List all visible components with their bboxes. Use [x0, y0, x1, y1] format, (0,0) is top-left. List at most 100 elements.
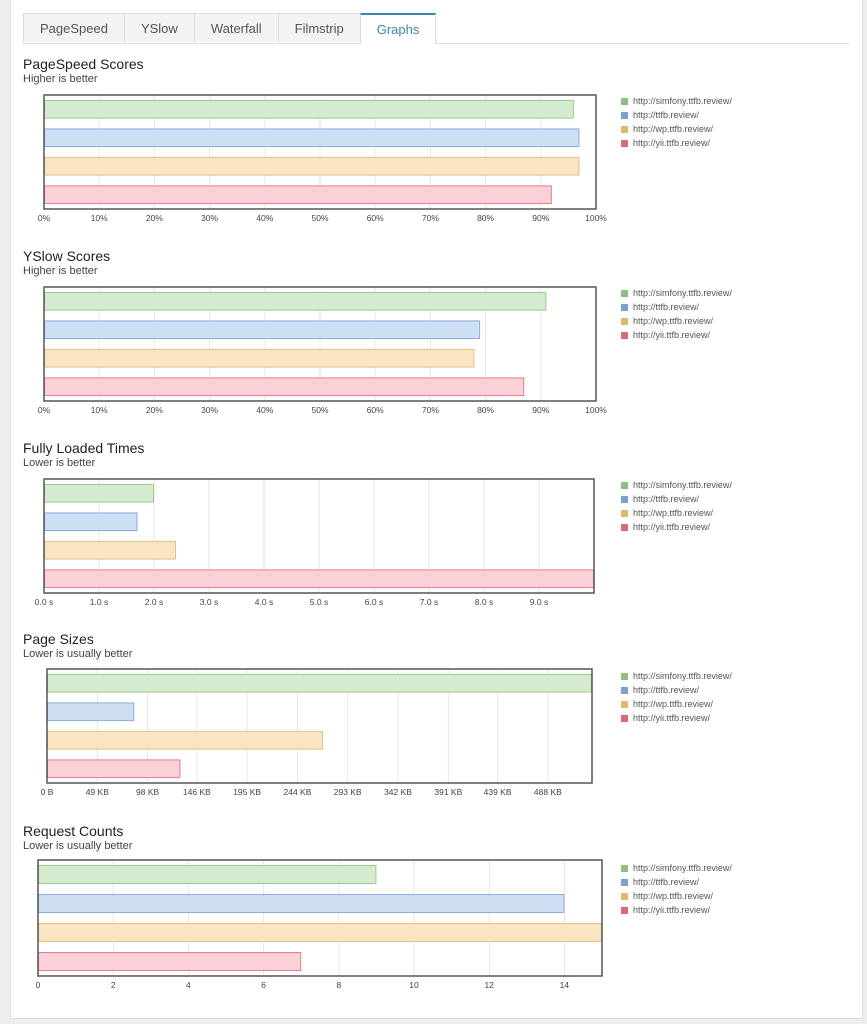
tick-label: 5.0 s — [310, 597, 328, 607]
legend-label: http://simfony.ttfb.review/ — [633, 480, 732, 490]
chart-title: PageSpeed Scores — [23, 56, 144, 72]
tick-label: 3.0 s — [200, 597, 218, 607]
tick-label: 50% — [311, 213, 328, 223]
tick-label: 98 KB — [136, 787, 159, 797]
chart-subtitle: Higher is better — [23, 265, 98, 277]
plot-frame — [43, 94, 597, 210]
chart-legend: http://simfony.ttfb.review/ http://ttfb.… — [621, 286, 732, 342]
legend-label: http://ttfb.review/ — [633, 685, 700, 695]
graphs-panel: PageSpeed YSlow Waterfall Filmstrip Grap… — [10, 0, 863, 1019]
legend-label: http://ttfb.review/ — [633, 110, 700, 120]
tab-bar: PageSpeed YSlow Waterfall Filmstrip Grap… — [23, 13, 849, 44]
tick-label: 20% — [146, 213, 163, 223]
bar-4 — [47, 759, 181, 779]
legend-swatch — [621, 111, 628, 119]
tick-label: 195 KB — [233, 787, 261, 797]
fully-loaded-chart: 0.0 s 1.0 s 2.0 s 3.0 s 4.0 s 5.0 s 6.0 s 7.0 s… — [35, 478, 595, 607]
tick-label: 14 — [560, 980, 570, 990]
tick-label: 10 — [409, 980, 419, 990]
legend-swatch — [621, 303, 628, 311]
tick-label: 8.0 s — [475, 597, 493, 607]
legend-swatch — [621, 878, 628, 886]
tick-label: 2 — [111, 980, 116, 990]
bar-1 — [44, 483, 154, 503]
chart-legend: http://simfony.ttfb.review/ http://ttfb.… — [621, 94, 732, 150]
legend-item: http://simfony.ttfb.review/ — [621, 669, 732, 683]
tick-label: 49 KB — [86, 787, 109, 797]
tick-label: 90% — [532, 213, 549, 223]
tab-waterfall[interactable]: Waterfall — [193, 13, 279, 42]
tick-label: 488 KB — [534, 787, 562, 797]
legend-label: http://wp.ttfb.review/ — [633, 316, 714, 326]
bar-4 — [44, 185, 552, 205]
legend-swatch — [621, 139, 628, 147]
tick-label: 12 — [484, 980, 494, 990]
legend-swatch — [621, 892, 628, 900]
yslow-scores-section: YSlow Scores Higher is better 0% 10% 20% 30… — [23, 248, 853, 423]
tick-label: 0% — [38, 213, 51, 223]
tick-label: 244 KB — [283, 787, 311, 797]
legend-label: http://ttfb.review/ — [633, 877, 700, 887]
legend-item: http://yii.ttfb.review/ — [621, 136, 732, 150]
plot-frame — [43, 286, 597, 402]
legend-label: http://yii.ttfb.review/ — [633, 905, 711, 915]
legend-item: http://yii.ttfb.review/ — [621, 903, 732, 917]
legend-label: http://simfony.ttfb.review/ — [633, 288, 732, 298]
tick-label: 7.0 s — [420, 597, 438, 607]
bar-4 — [44, 377, 525, 397]
tab-graphs[interactable]: Graphs — [359, 13, 437, 44]
bar-1 — [38, 865, 377, 884]
tab-pagespeed[interactable]: PageSpeed — [23, 13, 125, 42]
fully-loaded-times-section: Fully Loaded Times Lower is better 0.0 s… — [23, 440, 853, 615]
legend-label: http://wp.ttfb.review/ — [633, 508, 714, 518]
request-counts-section: Request Counts Lower is usually better 0… — [23, 823, 853, 998]
legend-item: http://ttfb.review/ — [621, 108, 732, 122]
tick-label: 9.0 s — [530, 597, 548, 607]
tick-label: 40% — [256, 213, 273, 223]
tick-label: 6 — [261, 980, 266, 990]
legend-item: http://yii.ttfb.review/ — [621, 520, 732, 534]
legend-item: http://wp.ttfb.review/ — [621, 314, 732, 328]
legend-swatch — [621, 523, 628, 531]
tick-label: 439 KB — [484, 787, 512, 797]
tab-yslow[interactable]: YSlow — [123, 13, 195, 42]
plot-frame — [43, 478, 595, 594]
tick-label: 30% — [201, 405, 218, 415]
tab-filmstrip[interactable]: Filmstrip — [277, 13, 361, 42]
tick-label: 6.0 s — [365, 597, 383, 607]
pagespeed-chart: 0% 10% 20% 30% 40% 50% 60% 70% 80% 90% 100% — [38, 94, 607, 223]
tick-label: 0.0 s — [35, 597, 53, 607]
legend-label: http://simfony.ttfb.review/ — [633, 863, 732, 873]
bar-4 — [38, 952, 302, 971]
bar-2 — [47, 702, 135, 722]
yslow-chart: 0% 10% 20% 30% 40% 50% 60% 70% 80% 90% 100% — [38, 286, 607, 415]
tick-label: 342 KB — [384, 787, 412, 797]
tick-label: 4 — [186, 980, 191, 990]
legend-label: http://ttfb.review/ — [633, 302, 700, 312]
legend-swatch — [621, 481, 628, 489]
legend-swatch — [621, 672, 628, 680]
legend-swatch — [621, 686, 628, 694]
tick-label: 10% — [91, 405, 108, 415]
legend-swatch — [621, 289, 628, 297]
tick-label: 70% — [422, 213, 439, 223]
legend-item: http://simfony.ttfb.review/ — [621, 478, 732, 492]
legend-swatch — [621, 97, 628, 105]
chart-subtitle: Lower is usually better — [23, 648, 133, 660]
tick-label: 0 B — [41, 787, 54, 797]
tick-label: 30% — [201, 213, 218, 223]
tick-label: 80% — [477, 213, 494, 223]
legend-swatch — [621, 700, 628, 708]
legend-label: http://yii.ttfb.review/ — [633, 713, 711, 723]
legend-item: http://ttfb.review/ — [621, 875, 732, 889]
legend-label: http://wp.ttfb.review/ — [633, 699, 714, 709]
chart-title: Fully Loaded Times — [23, 440, 145, 456]
legend-label: http://wp.ttfb.review/ — [633, 891, 714, 901]
legend-swatch — [621, 864, 628, 872]
tick-label: 1.0 s — [90, 597, 108, 607]
tick-label: 20% — [146, 405, 163, 415]
legend-swatch — [621, 317, 628, 325]
bar-3 — [44, 348, 475, 368]
bar-2 — [44, 128, 580, 148]
legend-item: http://ttfb.review/ — [621, 300, 732, 314]
